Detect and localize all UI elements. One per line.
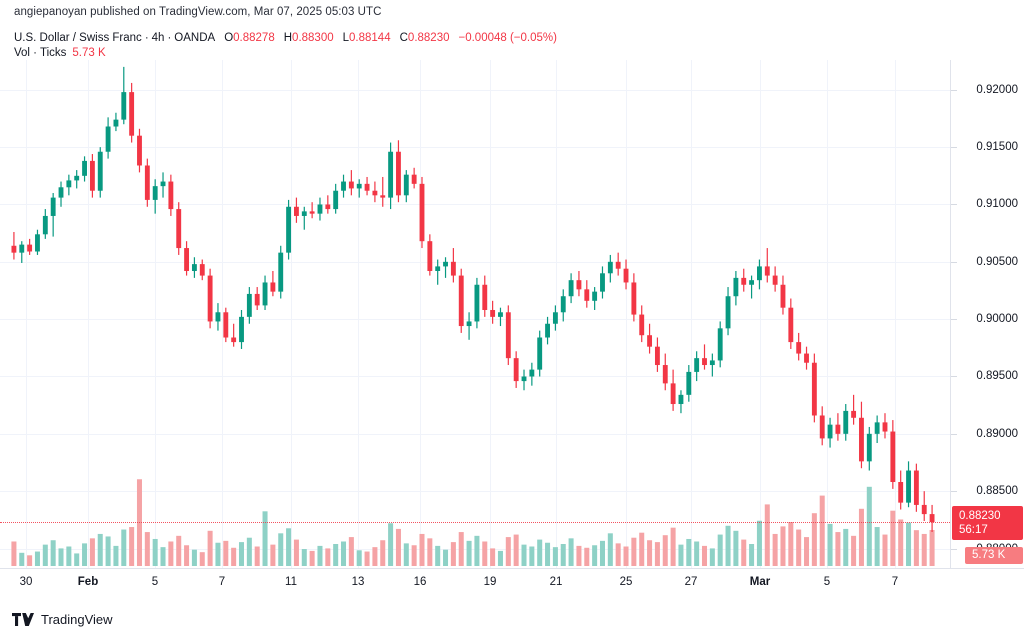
gridline-vertical — [291, 60, 292, 568]
gridline-vertical — [626, 60, 627, 568]
gridline-vertical — [26, 60, 27, 568]
price-scale[interactable]: 0.92000 0.91500 0.91000 0.90500 0.90000 0.895… — [950, 60, 1024, 568]
gridline-horizontal — [0, 262, 950, 263]
legend-exchange: OANDA — [174, 32, 216, 44]
candlestick-series — [11, 66, 935, 532]
tradingview-brand-text: TradingView — [41, 612, 113, 627]
price-tick-label: 0.92000 — [976, 83, 1018, 96]
legend-low-key: L — [342, 32, 350, 44]
price-tick-label: 0.91500 — [976, 141, 1018, 154]
legend-interval[interactable]: 4h — [151, 32, 165, 44]
price-tick-dash — [951, 90, 957, 91]
legend-high: H0.88300 — [284, 31, 334, 46]
gridline-vertical — [827, 60, 828, 568]
price-tick-dash — [951, 434, 957, 435]
price-tick-label: 0.88500 — [976, 485, 1018, 498]
bar-countdown: 56:17 — [959, 524, 988, 537]
time-tick-label: 25 — [619, 576, 633, 588]
legend-change: −0.00048 (−0.05%) — [458, 32, 557, 44]
price-tick-label: 0.90500 — [976, 255, 1018, 268]
gridline-horizontal — [0, 147, 950, 148]
legend-open-key: O — [224, 32, 234, 44]
current-volume-badge: 5.73 K — [965, 546, 1023, 564]
time-tick-label: Feb — [77, 576, 99, 588]
time-tick-label: 7 — [891, 576, 899, 588]
time-tick-label: 13 — [351, 576, 365, 588]
legend-close-value: 0.88230 — [407, 32, 450, 44]
time-scale[interactable]: 30 Feb 5 7 11 13 16 19 21 25 27 Mar 5 7 — [0, 568, 1024, 596]
gridline-vertical — [691, 60, 692, 568]
legend-volume-label[interactable]: Vol · Ticks — [14, 47, 67, 59]
legend-volume-value: 5.73 K — [72, 47, 106, 59]
gridline-horizontal — [0, 204, 950, 205]
time-tick-label: 5 — [823, 576, 831, 588]
legend-open-value: 0.88278 — [233, 32, 275, 44]
gridline-horizontal — [0, 376, 950, 377]
legend-main-row: U.S. Dollar / Swiss Franc · 4h · OANDA O… — [14, 31, 557, 46]
legend-high-key: H — [283, 32, 293, 44]
legend-separator-1: · — [144, 32, 149, 44]
legend-low-value: 0.88144 — [349, 32, 391, 44]
legend-close: C0.88230 — [400, 31, 450, 46]
gridline-vertical — [155, 60, 156, 568]
time-tick-label: 11 — [285, 576, 297, 588]
current-price-line — [0, 522, 950, 524]
legend-open: O0.88278 — [224, 31, 275, 46]
price-tick-dash — [951, 204, 957, 205]
time-tick-label: 16 — [413, 576, 427, 588]
current-price-value: 0.88230 — [959, 510, 1001, 523]
gridline-vertical — [760, 60, 761, 568]
legend-low: L0.88144 — [343, 31, 391, 46]
price-tick-label: 0.91000 — [976, 198, 1018, 211]
price-tick-dash — [951, 147, 957, 148]
time-tick-label: 7 — [218, 576, 226, 588]
legend-high-value: 0.88300 — [292, 32, 334, 44]
time-tick-label: 27 — [684, 576, 698, 588]
time-tick-label: Mar — [749, 576, 771, 588]
gridline-vertical — [895, 60, 896, 568]
legend-volume-row: Vol · Ticks 5.73 K — [14, 46, 557, 61]
gridline-vertical — [420, 60, 421, 568]
gridline-horizontal — [0, 434, 950, 435]
gridline-horizontal — [0, 90, 950, 91]
gridline-vertical — [88, 60, 89, 568]
legend-close-key: C — [399, 32, 408, 44]
legend-symbol[interactable]: U.S. Dollar / Swiss Franc — [14, 32, 142, 44]
publish-info: angiepanoyan published on TradingView.co… — [14, 6, 382, 18]
price-tick-dash — [951, 376, 957, 377]
time-tick-label: 21 — [549, 576, 563, 588]
time-tick-label: 19 — [483, 576, 497, 588]
gridline-vertical — [358, 60, 359, 568]
time-tick-label: 30 — [19, 576, 33, 588]
time-tick-label: 5 — [151, 576, 159, 588]
price-tick-label: 0.90000 — [976, 313, 1018, 326]
price-tick-dash — [951, 549, 957, 550]
tradingview-footer: TradingView — [12, 612, 113, 627]
price-tick-label: 0.89500 — [976, 370, 1018, 383]
tradingview-logo-icon — [12, 613, 34, 626]
price-tick-dash — [951, 319, 957, 320]
price-tick-label: 0.89000 — [976, 427, 1018, 440]
gridline-horizontal — [0, 491, 950, 492]
current-price-badge: 0.88230 56:17 — [952, 506, 1023, 541]
gridline-vertical — [222, 60, 223, 568]
legend-separator-2: · — [167, 32, 172, 44]
chart-legend: U.S. Dollar / Swiss Franc · 4h · OANDA O… — [14, 31, 557, 61]
chart-pane[interactable] — [0, 60, 950, 568]
price-tick-dash — [951, 262, 957, 263]
price-tick-dash — [951, 491, 957, 492]
